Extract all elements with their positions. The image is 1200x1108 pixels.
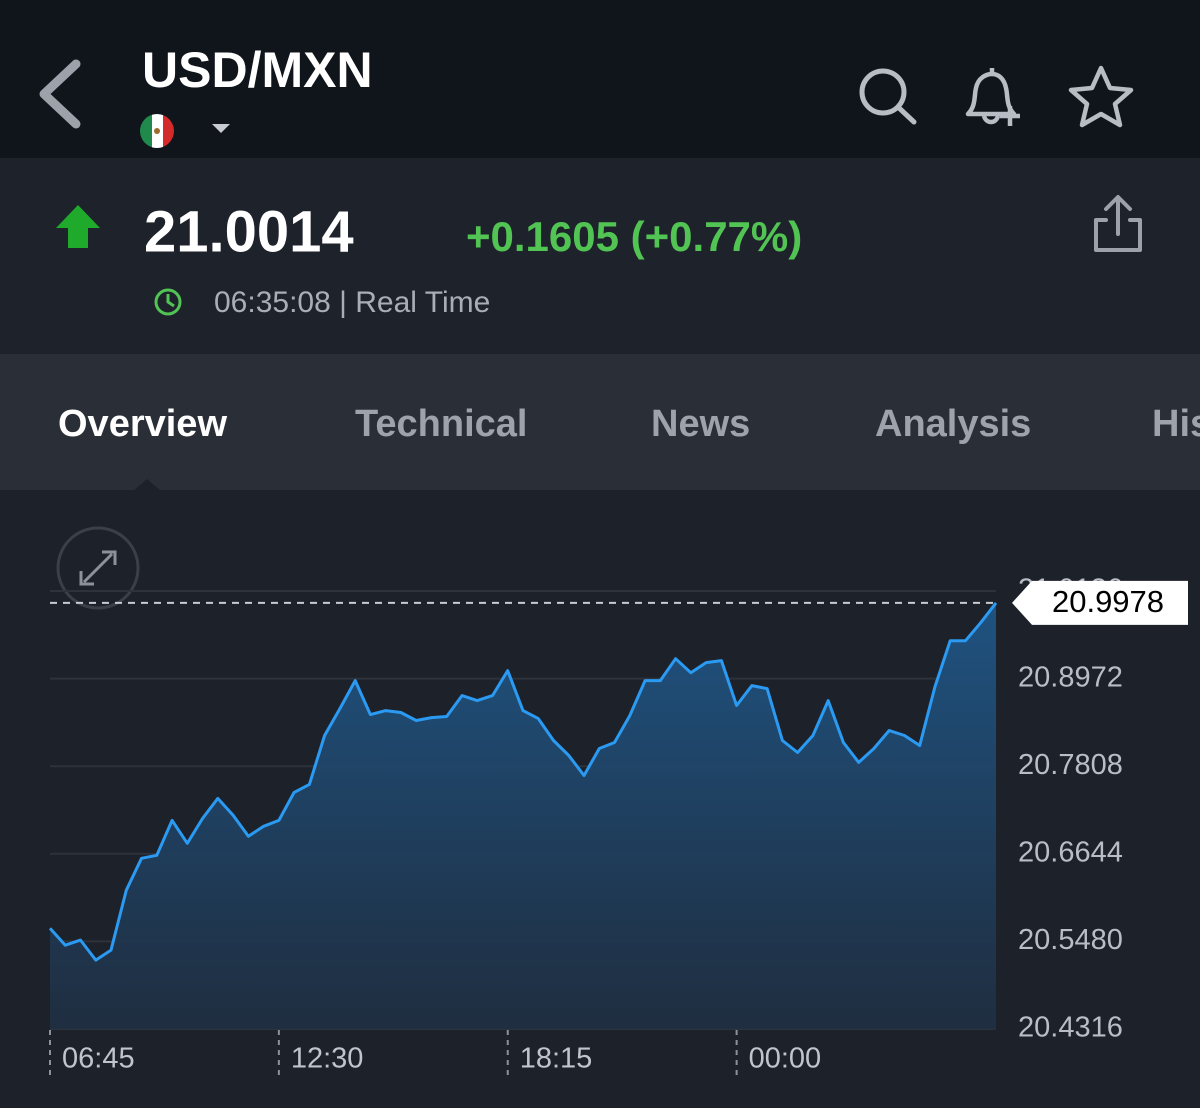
price-line bbox=[48, 601, 998, 962]
up-arrow bbox=[56, 205, 100, 248]
y-tick-label: 20.4316 bbox=[1018, 1012, 1123, 1044]
y-tick-label: 20.8972 bbox=[1018, 661, 1123, 693]
tab-active[interactable]: Overview bbox=[58, 403, 227, 445]
x-tick-label: 18:15 bbox=[520, 1043, 593, 1075]
tab[interactable]: News bbox=[651, 403, 750, 445]
search-icon[interactable] bbox=[859, 68, 917, 125]
price: 21.0014 bbox=[144, 199, 354, 264]
mexico-flag bbox=[140, 114, 174, 148]
share-icon[interactable] bbox=[1094, 195, 1142, 252]
x-tick-label: 06:45 bbox=[62, 1043, 135, 1075]
tab[interactable]: His bbox=[1152, 403, 1200, 445]
back-button[interactable] bbox=[39, 59, 81, 129]
x-tick-label: 00:00 bbox=[749, 1043, 822, 1075]
y-tick-label: 20.5480 bbox=[1018, 924, 1123, 956]
instrument-title: USD/MXN bbox=[142, 42, 373, 98]
tab-bar bbox=[0, 354, 1200, 490]
update-time: 06:35:08 | Real Time bbox=[214, 286, 490, 319]
tab[interactable]: Technical bbox=[355, 403, 527, 445]
price-change: +0.1605 (+0.77%) bbox=[466, 213, 802, 260]
last-price-tag bbox=[1012, 580, 1188, 625]
last-price-label: 20.9978 bbox=[1052, 584, 1164, 619]
area-fill bbox=[50, 602, 996, 1029]
clock-icon bbox=[154, 288, 182, 316]
y-tick-label: 20.6644 bbox=[1018, 836, 1123, 868]
quote-panel bbox=[0, 158, 1200, 354]
alert-icon[interactable] bbox=[965, 68, 1020, 126]
x-tick-label: 12:30 bbox=[291, 1043, 364, 1075]
tab-indicator bbox=[133, 479, 161, 491]
expand-button[interactable] bbox=[56, 526, 140, 610]
watchlist-star[interactable] bbox=[1068, 65, 1134, 128]
price-chart: 20.431620.548020.664420.780820.897221.01… bbox=[48, 574, 1188, 1080]
dropdown-arrow[interactable] bbox=[212, 124, 230, 133]
y-tick-label: 20.7808 bbox=[1018, 749, 1123, 781]
tab[interactable]: Analysis bbox=[875, 403, 1031, 445]
